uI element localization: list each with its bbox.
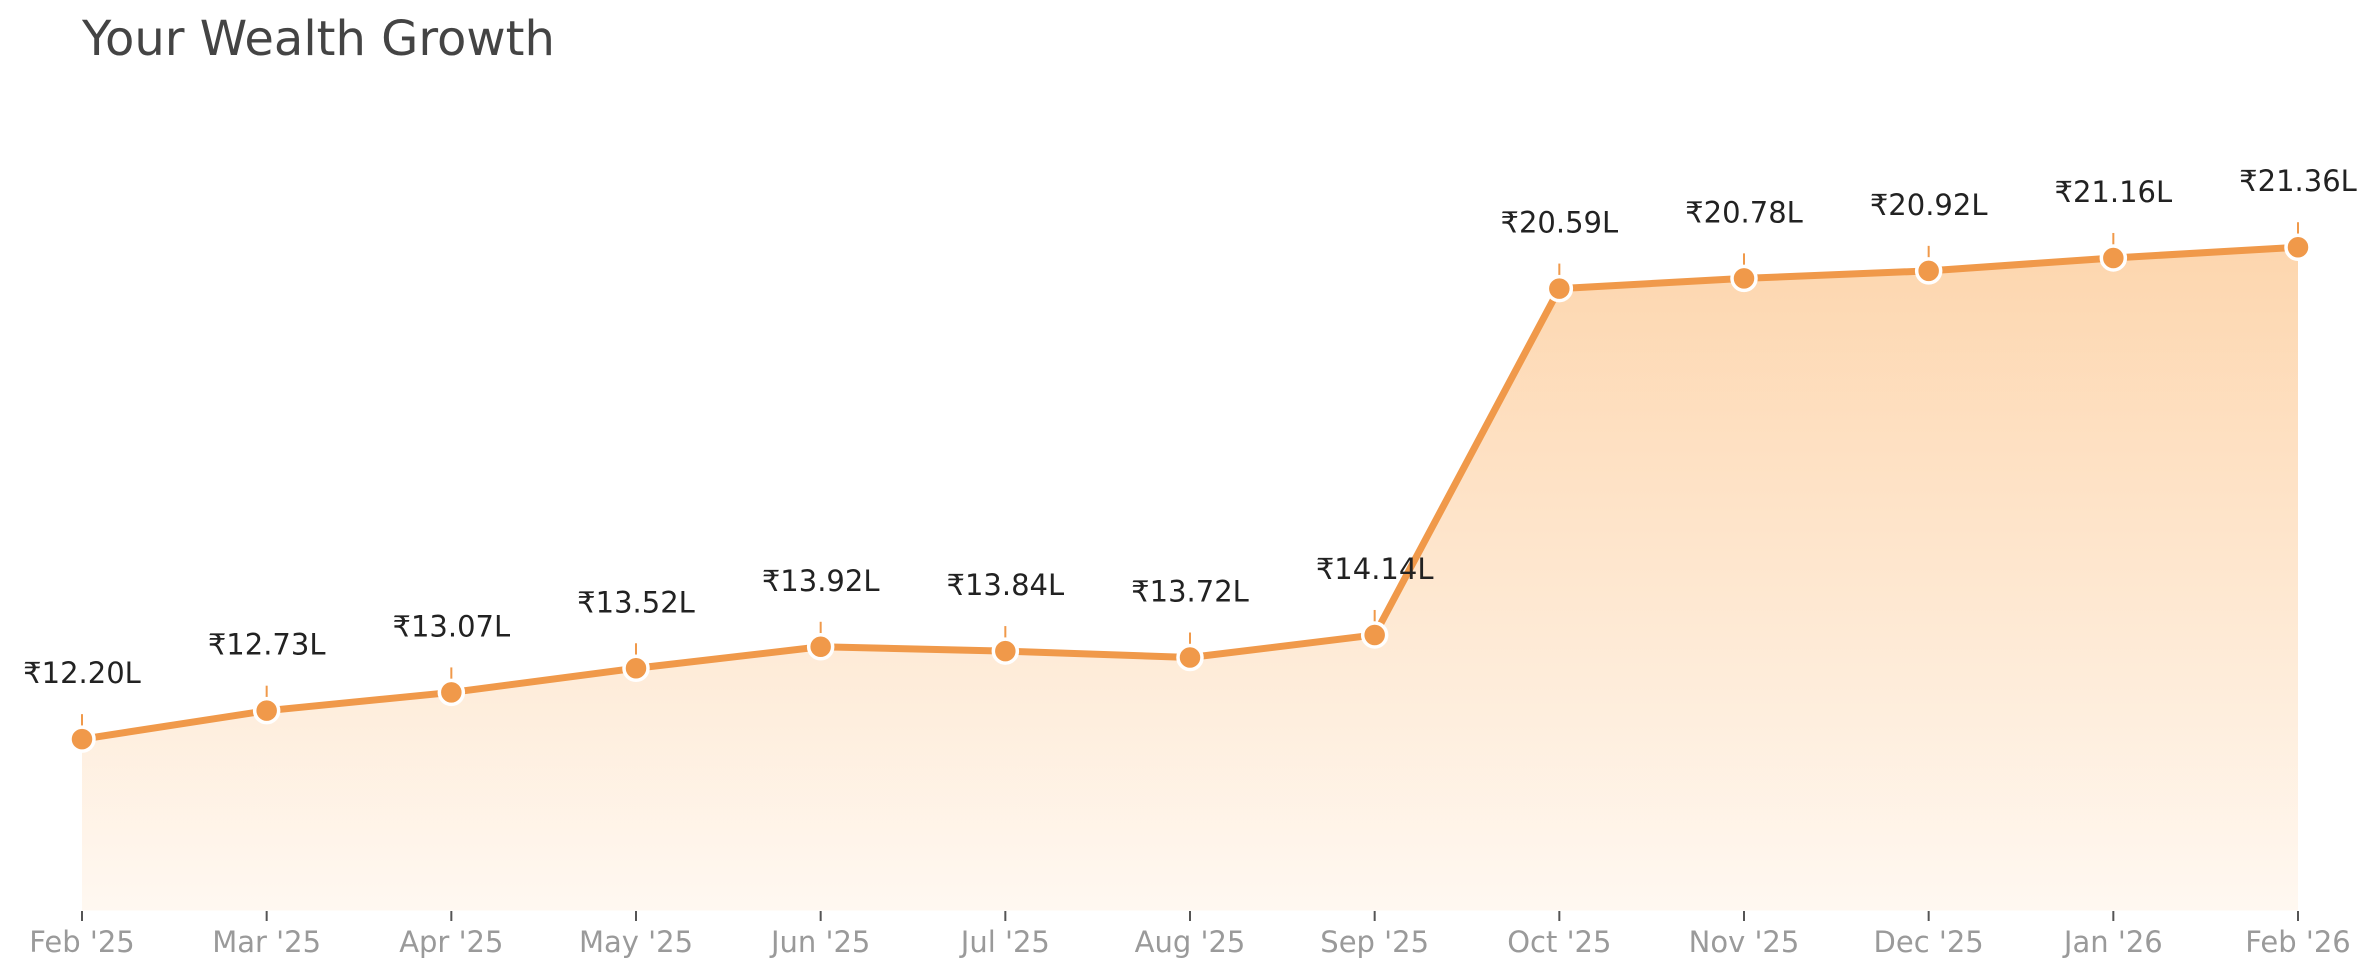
x-tick-label: Jan '26 (2062, 925, 2163, 959)
chart-title: Your Wealth Growth (81, 11, 555, 67)
point (1730, 264, 1758, 293)
value-label: ₹14.14L (1316, 552, 1434, 586)
point (1914, 257, 1943, 285)
x-tick-label: Apr '25 (399, 925, 503, 959)
x-tick-label: Sep '25 (1320, 925, 1429, 959)
value-label: ₹12.73L (208, 628, 326, 662)
value-label: ₹21.16L (2055, 175, 2173, 209)
value-label: ₹20.59L (1501, 206, 1619, 240)
value-label: ₹13.92L (762, 564, 880, 598)
point (2284, 233, 2312, 261)
x-tick-label: Mar '25 (212, 925, 321, 959)
x-tick-label: Nov '25 (1689, 925, 1800, 959)
point (1360, 621, 1389, 649)
point (991, 637, 1020, 665)
x-tick-label: Aug '25 (1135, 925, 1246, 959)
x-tick-label: May '25 (579, 925, 693, 959)
x-tick-label: Dec '25 (1874, 925, 1984, 959)
x-tick-label: Jul '25 (959, 925, 1050, 959)
point (68, 725, 96, 753)
value-label: ₹21.36L (2239, 164, 2357, 198)
point (1176, 643, 1204, 672)
area (82, 247, 2298, 911)
value-label: ₹13.72L (1131, 575, 1249, 609)
point (622, 654, 650, 683)
x-tick-label: Jun '25 (769, 925, 870, 959)
point (806, 633, 835, 661)
point (2099, 244, 2128, 272)
value-label: ₹20.78L (1685, 195, 1803, 229)
value-label: ₹12.20L (23, 656, 141, 690)
value-label: ₹13.52L (577, 585, 695, 619)
value-label: ₹13.07L (393, 609, 511, 643)
point (1545, 274, 1574, 303)
x-tick-label: Oct '25 (1507, 925, 1611, 959)
point (437, 678, 466, 707)
x-tick-label: Feb '26 (2245, 925, 2350, 959)
value-label: ₹20.92L (1870, 188, 1988, 222)
value-label: ₹13.84L (947, 568, 1065, 602)
x-tick-label: Feb '25 (29, 925, 134, 959)
point (252, 696, 281, 725)
